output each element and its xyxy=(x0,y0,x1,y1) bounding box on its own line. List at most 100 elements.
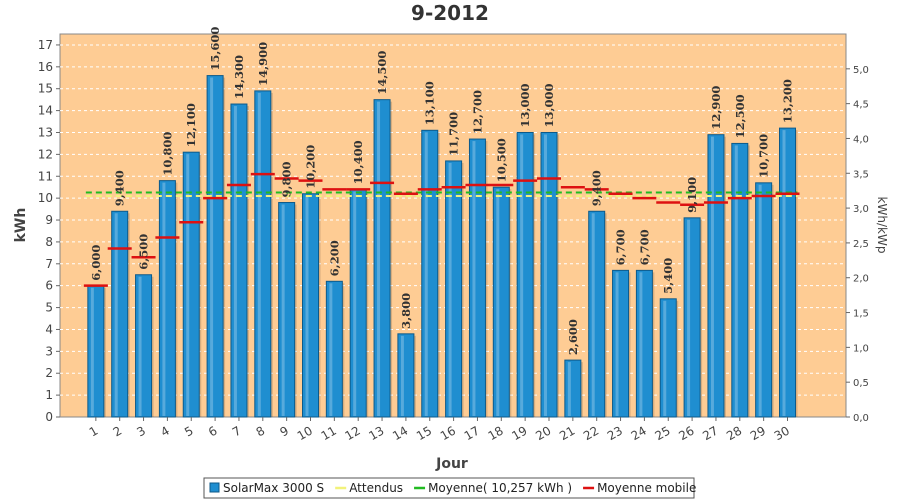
bar xyxy=(254,90,272,418)
y-right-tick-label: 2,5 xyxy=(853,239,869,250)
bar-highlight xyxy=(520,134,524,416)
x-tick-label: 18 xyxy=(486,423,506,443)
bar-highlight xyxy=(448,162,452,416)
bar-highlight xyxy=(567,362,571,416)
y-tick-label: 8 xyxy=(45,235,53,249)
y-right-tick-label: 1,0 xyxy=(853,343,869,354)
data-label: 6,700 xyxy=(614,229,628,265)
bar-highlight xyxy=(687,219,691,416)
bar-highlight xyxy=(305,195,309,416)
y-tick-label: 12 xyxy=(38,147,53,161)
bar-highlight xyxy=(114,213,118,416)
bar xyxy=(731,142,749,418)
x-tick-label: 13 xyxy=(366,423,386,443)
bar xyxy=(588,210,606,418)
y-tick-label: 4 xyxy=(45,322,53,336)
bar xyxy=(158,180,176,418)
bar xyxy=(278,202,296,418)
data-label: 12,500 xyxy=(733,94,747,138)
y-tick-label: 10 xyxy=(38,191,53,205)
bar-highlight xyxy=(710,136,714,416)
bar-highlight xyxy=(353,191,357,416)
data-labels: 6,000 9,400 6,500 10,800 12,100 15,600 14,300 1… xyxy=(89,27,795,356)
bar xyxy=(111,210,129,418)
bar xyxy=(492,186,510,418)
y-right-tick-label: 3,5 xyxy=(853,169,869,180)
data-label: 13,100 xyxy=(423,81,437,125)
y-right-tick-label: 0,0 xyxy=(853,413,869,424)
bar-highlight xyxy=(615,272,619,416)
x-tick-label: 24 xyxy=(629,423,649,443)
data-label: 10,700 xyxy=(757,134,771,178)
chart-title: 9-2012 xyxy=(411,1,489,25)
x-tick-label: 6 xyxy=(206,423,220,439)
y-tick-label: 2 xyxy=(45,366,53,380)
bar xyxy=(421,129,439,418)
bar-highlight xyxy=(257,92,261,416)
legend-label: Attendus xyxy=(349,481,403,495)
x-tick-label: 9 xyxy=(278,423,292,439)
bar-highlight xyxy=(591,213,595,416)
bar xyxy=(468,138,486,418)
bar-highlight xyxy=(329,283,333,416)
bar xyxy=(635,269,653,418)
legend-swatch-bar xyxy=(209,482,220,493)
x-tick-label: 1 xyxy=(87,423,101,439)
bar-highlight xyxy=(138,276,142,416)
data-label: 6,000 xyxy=(89,245,103,281)
bar xyxy=(206,75,224,418)
data-label: 14,900 xyxy=(256,42,270,86)
x-tick-label: 11 xyxy=(319,423,339,443)
bar-highlight xyxy=(544,134,547,416)
y-tick-label: 6 xyxy=(45,279,53,293)
x-tick-label: 3 xyxy=(134,423,148,439)
x-tick-label: 23 xyxy=(605,423,625,443)
y-right-tick-label: 1,5 xyxy=(853,309,869,320)
x-tick-label: 22 xyxy=(581,423,601,443)
bar xyxy=(755,182,773,418)
data-label: 5,400 xyxy=(661,258,675,294)
y-tick-label: 7 xyxy=(45,257,53,271)
bar xyxy=(612,269,630,418)
x-tick-label: 29 xyxy=(748,423,768,443)
x-tick-label: 5 xyxy=(182,423,196,439)
data-label: 10,400 xyxy=(351,140,365,184)
x-tick-label: 25 xyxy=(653,423,673,443)
x-axis: 1 2 3 4 5 6 7 8 9 10 11 12 13 14 15 16 17 18 19 20 21 22 23 24 2… xyxy=(87,417,792,443)
y-tick-label: 15 xyxy=(38,82,53,96)
legend-label: Moyenne mobile xyxy=(597,481,696,495)
bar xyxy=(540,131,558,418)
x-tick-label: 17 xyxy=(462,423,482,443)
data-label: 13,200 xyxy=(781,79,795,123)
data-label: 11,700 xyxy=(447,112,461,156)
x-tick-label: 28 xyxy=(724,423,744,443)
data-label: 10,500 xyxy=(494,138,508,182)
bar xyxy=(230,103,248,418)
y-axis-right: 0,0 0,5 1,0 1,5 2,0 2,5 3,0 3,5 4,0 4,5 5,0 xyxy=(846,65,869,424)
data-label: 9,400 xyxy=(113,170,127,206)
bar-highlight xyxy=(472,141,476,416)
data-label: 9,400 xyxy=(590,170,604,206)
data-label: 13,000 xyxy=(518,83,532,127)
x-tick-label: 14 xyxy=(390,423,410,443)
data-label: 12,100 xyxy=(184,103,198,147)
bar-highlight xyxy=(734,145,738,416)
bar-highlight xyxy=(424,132,428,416)
y-tick-label: 0 xyxy=(45,410,53,424)
x-tick-label: 26 xyxy=(676,423,696,443)
y-right-tick-label: 3,0 xyxy=(853,204,869,215)
bar xyxy=(516,131,534,418)
bar-series xyxy=(87,75,798,418)
bar-highlight xyxy=(782,130,786,416)
data-label: 9,800 xyxy=(280,162,294,198)
x-tick-label: 19 xyxy=(509,423,529,443)
y-right-tick-label: 0,5 xyxy=(853,378,869,389)
bar-highlight xyxy=(663,300,667,416)
legend-label: Moyenne( 10,257 kWh ) xyxy=(428,481,572,495)
line-series xyxy=(83,172,800,287)
x-tick-label: 27 xyxy=(700,423,720,443)
data-label: 9,100 xyxy=(685,177,699,213)
y-tick-label: 13 xyxy=(38,125,53,139)
y-right-tick-label: 4,5 xyxy=(853,100,869,111)
